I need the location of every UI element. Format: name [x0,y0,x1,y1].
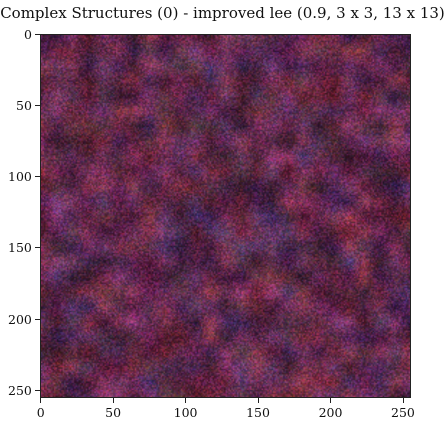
noise-image [41,35,410,397]
y-tick-label: 50 [16,98,32,114]
y-tick-label: 100 [8,169,32,185]
x-tick-label: 50 [105,405,122,420]
figure-title: Complex Structures (0) - improved lee (0… [0,4,445,22]
x-tick-mark [40,398,42,403]
y-tick-label: 200 [8,311,32,327]
x-tick-label: 100 [173,405,198,420]
x-tick-label: 0 [36,405,45,420]
x-tick-mark [402,398,404,403]
x-tick-label: 250 [391,405,415,420]
x-tick-label: 150 [246,405,270,420]
x-tick-mark [257,398,259,403]
x-tick-mark [112,398,114,403]
x-tick-mark [330,398,332,403]
y-tick-label: 150 [8,240,32,256]
y-tick-mark [35,389,40,391]
y-tick-mark [35,34,40,36]
y-tick-mark [35,247,40,249]
x-tick-label: 200 [318,405,343,420]
y-tick-label: 250 [8,382,32,398]
x-tick-mark [185,398,187,403]
y-tick-mark [35,318,40,320]
y-tick-mark [35,176,40,178]
image-axes [40,34,411,398]
y-tick-label: 0 [24,27,32,43]
y-tick-mark [35,105,40,107]
